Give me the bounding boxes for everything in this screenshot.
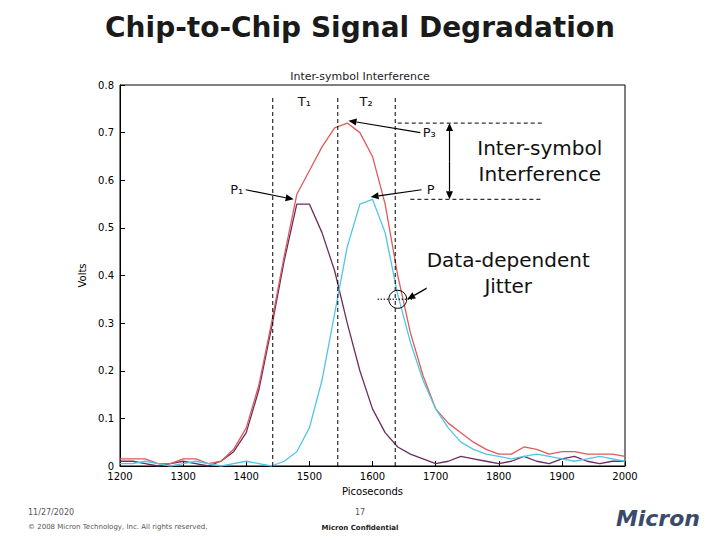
svg-text:Chip-to-Chip Signal Degradatio: Chip-to-Chip Signal Degradation: [105, 11, 615, 44]
svg-text:Volts: Volts: [77, 263, 88, 287]
svg-text:0.4: 0.4: [98, 270, 114, 281]
svg-text:Inter-symbol Interference: Inter-symbol Interference: [290, 70, 430, 83]
svg-text:1300: 1300: [170, 471, 195, 482]
svg-text:Data-dependent: Data-dependent: [427, 248, 590, 272]
svg-text:0.2: 0.2: [98, 365, 114, 376]
svg-text:Jitter: Jitter: [482, 274, 532, 298]
svg-text:0.6: 0.6: [98, 175, 114, 186]
svg-text:P: P: [427, 182, 435, 197]
svg-text:0.5: 0.5: [98, 222, 114, 233]
svg-text:0.7: 0.7: [98, 127, 114, 138]
svg-text:Micron Confidential: Micron Confidential: [322, 524, 399, 532]
svg-text:0.3: 0.3: [98, 318, 114, 329]
svg-text:Interference: Interference: [479, 162, 601, 186]
svg-text:P₃: P₃: [423, 125, 436, 140]
svg-text:1400: 1400: [234, 471, 259, 482]
svg-text:0: 0: [107, 460, 114, 472]
svg-text:2000: 2000: [612, 471, 637, 482]
svg-text:1800: 1800: [486, 471, 511, 482]
svg-text:0.8: 0.8: [98, 80, 114, 91]
svg-text:17: 17: [355, 508, 365, 517]
svg-text:Micron: Micron: [616, 506, 700, 531]
svg-text:P₁: P₁: [230, 182, 243, 197]
svg-text:1600: 1600: [360, 471, 385, 482]
svg-text:Picoseconds: Picoseconds: [342, 486, 403, 497]
svg-text:1900: 1900: [549, 471, 574, 482]
svg-text:1200: 1200: [107, 471, 132, 482]
svg-text:0.1: 0.1: [98, 413, 114, 424]
svg-text:1500: 1500: [297, 471, 322, 482]
svg-text:T₂: T₂: [359, 94, 373, 109]
svg-text:© 2008 Micron Technology, Inc.: © 2008 Micron Technology, Inc. All right…: [28, 523, 207, 531]
svg-text:Inter-symbol: Inter-symbol: [477, 136, 602, 160]
svg-text:1700: 1700: [423, 471, 448, 482]
svg-text:11/27/2020: 11/27/2020: [28, 508, 74, 517]
svg-text:T₁: T₁: [297, 94, 311, 109]
